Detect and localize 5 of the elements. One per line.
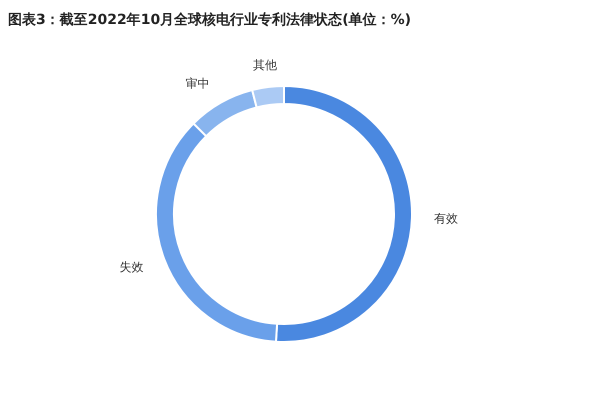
slice-label: 失效	[120, 260, 144, 274]
slice-label: 其他	[253, 58, 278, 72]
slice-label: 审中	[186, 76, 210, 91]
slice-label: 有效	[434, 212, 458, 226]
chart-title: 图表3：截至2022年10月全球核电行业专利法律状态(单位：%)	[8, 11, 412, 28]
